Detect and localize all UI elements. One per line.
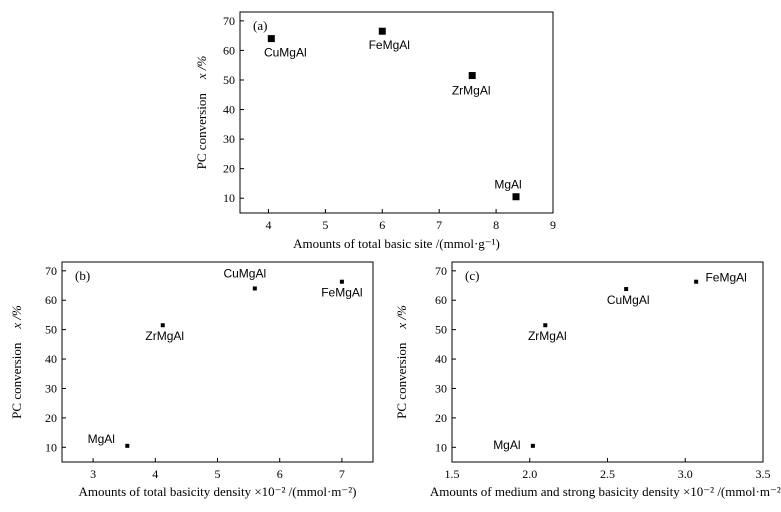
data-point bbox=[267, 35, 275, 43]
panel-label: (b) bbox=[75, 268, 90, 283]
point-label: CuMgAl bbox=[607, 293, 650, 307]
y-tick-label: 10 bbox=[435, 440, 447, 454]
data-point bbox=[160, 323, 165, 328]
y-axis-title-symbol: x /% bbox=[194, 56, 209, 81]
x-tick-label: 2.5 bbox=[600, 467, 615, 481]
y-axis-title-main: PC conversion bbox=[394, 342, 409, 419]
x-tick-label: 4 bbox=[152, 467, 158, 481]
data-point bbox=[512, 193, 520, 201]
point-label: FeMgAl bbox=[321, 286, 362, 300]
panel-1: 4 5 6 7 8 9 10 20 30 40 50 60 70 (a) Amounts of total … bbox=[194, 11, 556, 251]
y-axis-title-symbol: x /% bbox=[394, 305, 409, 330]
data-point bbox=[378, 27, 386, 35]
data-point bbox=[252, 286, 257, 291]
panel-2: 3 4 5 6 7 10 20 30 40 50 60 70 (b) Amounts of total b… bbox=[9, 261, 374, 499]
x-tick-label: 6 bbox=[277, 467, 283, 481]
y-tick-label: 50 bbox=[435, 323, 447, 337]
plot-frame bbox=[239, 11, 554, 214]
y-axis-title: PC conversion x /% bbox=[9, 305, 24, 419]
point-label: MgAl bbox=[88, 432, 115, 446]
x-tick-label: 5 bbox=[215, 467, 221, 481]
y-axis-title-main: PC conversion bbox=[194, 93, 209, 170]
x-tick-label: 9 bbox=[550, 218, 556, 232]
y-tick-label: 60 bbox=[435, 293, 447, 307]
y-tick-label: 10 bbox=[223, 191, 235, 205]
panel-3: 1.5 2.0 2.5 3.0 3.5 10 20 30 40 50 60 70 (c) Amounts … bbox=[394, 261, 781, 499]
y-tick-label: 20 bbox=[435, 411, 447, 425]
point-label: MgAl bbox=[494, 178, 521, 192]
y-tick-label: 50 bbox=[45, 323, 57, 337]
x-tick-label: 7 bbox=[339, 467, 345, 481]
x-tick-label: 3.0 bbox=[678, 467, 693, 481]
x-tick-label: 3.5 bbox=[756, 467, 771, 481]
y-axis-title: PC conversion x /% bbox=[394, 305, 409, 419]
data-point bbox=[530, 443, 535, 448]
point-label: FeMgAl bbox=[369, 38, 410, 52]
point-label: ZrMgAl bbox=[145, 329, 184, 343]
y-tick-label: 30 bbox=[45, 381, 57, 395]
y-tick-label: 60 bbox=[223, 43, 235, 57]
x-tick-label: 3 bbox=[90, 467, 96, 481]
y-tick-label: 10 bbox=[45, 440, 57, 454]
point-label: CuMgAl bbox=[264, 46, 307, 60]
x-tick-label: 8 bbox=[493, 218, 499, 232]
y-tick-label: 50 bbox=[223, 73, 235, 87]
x-tick-label: 4 bbox=[265, 218, 271, 232]
point-label: ZrMgAl bbox=[528, 329, 567, 343]
y-tick-label: 70 bbox=[223, 14, 235, 28]
panel-label: (a) bbox=[253, 18, 267, 33]
x-tick-label: 1.5 bbox=[445, 467, 460, 481]
point-label: FeMgAl bbox=[705, 271, 746, 285]
plot-frame bbox=[451, 261, 764, 463]
y-axis-title-main: PC conversion bbox=[9, 342, 24, 419]
y-axis-title-symbol: x /% bbox=[9, 305, 24, 330]
data-point bbox=[339, 279, 344, 284]
data-point bbox=[624, 287, 629, 292]
y-axis-title: PC conversion x /% bbox=[194, 56, 209, 170]
data-point bbox=[694, 279, 699, 284]
point-label: ZrMgAl bbox=[452, 84, 491, 98]
y-tick-label: 60 bbox=[45, 293, 57, 307]
x-tick-label: 6 bbox=[379, 218, 385, 232]
point-label: CuMgAl bbox=[223, 266, 266, 280]
y-tick-label: 30 bbox=[223, 132, 235, 146]
y-tick-label: 40 bbox=[435, 352, 447, 366]
y-tick-label: 20 bbox=[223, 162, 235, 176]
y-tick-label: 20 bbox=[45, 411, 57, 425]
data-point bbox=[125, 443, 130, 448]
data-point bbox=[468, 72, 476, 80]
point-label: MgAl bbox=[493, 438, 520, 452]
x-tick-label: 5 bbox=[322, 218, 328, 232]
panel-label: (c) bbox=[465, 268, 479, 283]
y-tick-label: 70 bbox=[45, 264, 57, 278]
y-tick-label: 30 bbox=[435, 381, 447, 395]
x-axis-title: Amounts of total basicity density ×10⁻² … bbox=[79, 484, 357, 499]
y-tick-label: 40 bbox=[45, 352, 57, 366]
x-axis-title: Amounts of total basic site /(mmol·g⁻¹) bbox=[293, 236, 500, 251]
data-point bbox=[543, 323, 548, 328]
y-tick-label: 40 bbox=[223, 103, 235, 117]
x-tick-label: 2.0 bbox=[522, 467, 537, 481]
x-axis-title: Amounts of medium and strong basicity de… bbox=[430, 484, 781, 499]
y-tick-label: 70 bbox=[435, 264, 447, 278]
x-tick-label: 7 bbox=[436, 218, 442, 232]
